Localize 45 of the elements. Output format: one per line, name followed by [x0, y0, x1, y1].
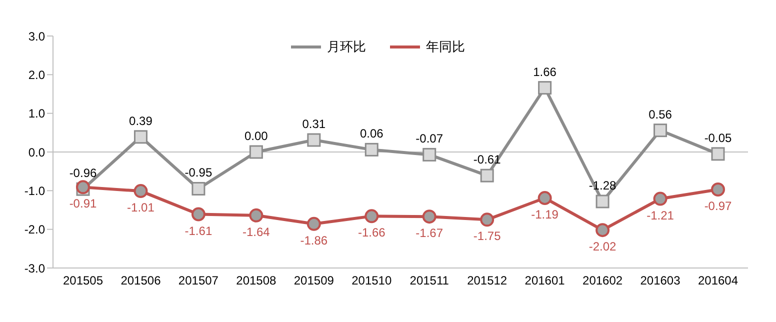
x-tick-label: 201512 — [467, 274, 508, 288]
data-label: -1.61 — [184, 224, 212, 238]
y-tick-label: -2.0 — [24, 222, 46, 237]
x-tick-label: 201601 — [524, 274, 566, 288]
x-tick-label: 201604 — [698, 274, 738, 288]
x-tick-label: 201505 — [62, 274, 104, 288]
x-tick-label: 201509 — [294, 274, 334, 288]
data-label: 0.31 — [302, 117, 326, 132]
data-label: -0.97 — [704, 199, 732, 214]
data-label: -0.91 — [69, 196, 97, 211]
data-label: -0.61 — [473, 152, 502, 167]
legend-label: 月环比 — [327, 38, 366, 56]
data-label: 0.39 — [129, 114, 153, 128]
y-tick-label: 1.0 — [28, 106, 46, 121]
data-label: -1.28 — [588, 178, 617, 192]
data-label: -0.95 — [184, 166, 212, 180]
x-tick-label: 201506 — [120, 274, 162, 288]
x-tick-label: 201511 — [410, 274, 450, 288]
x-tick-label: 201602 — [582, 274, 623, 288]
y-tick-label: 0.0 — [28, 145, 46, 160]
y-tick-label: 2.0 — [28, 68, 46, 82]
data-label: 0.00 — [244, 129, 268, 143]
y-tick-label: -3.0 — [24, 261, 46, 276]
data-label: -1.21 — [646, 208, 674, 222]
data-label: -1.64 — [242, 224, 270, 239]
data-label: -1.86 — [300, 233, 328, 248]
data-label: -0.05 — [704, 130, 732, 145]
legend-label: 年同比 — [426, 38, 465, 56]
x-tick-label: 201603 — [640, 274, 681, 288]
y-tick-label: 3.0 — [28, 29, 46, 44]
y-tick-label: -1.0 — [24, 184, 46, 198]
data-label: -0.96 — [69, 166, 97, 180]
data-label: -1.75 — [473, 229, 502, 244]
data-label: 1.66 — [533, 64, 557, 79]
data-label: -2.02 — [588, 240, 617, 254]
data-label: -1.67 — [416, 226, 444, 240]
data-label: -0.07 — [416, 132, 444, 146]
x-tick-label: 201508 — [236, 274, 277, 288]
data-label: 0.06 — [360, 126, 384, 141]
data-label: -1.19 — [531, 208, 559, 222]
data-label: 0.56 — [648, 107, 672, 122]
data-label: -1.01 — [127, 200, 155, 215]
x-tick-label: 201510 — [352, 274, 392, 288]
x-tick-label: 201507 — [178, 274, 219, 288]
data-label: -1.66 — [358, 226, 386, 240]
